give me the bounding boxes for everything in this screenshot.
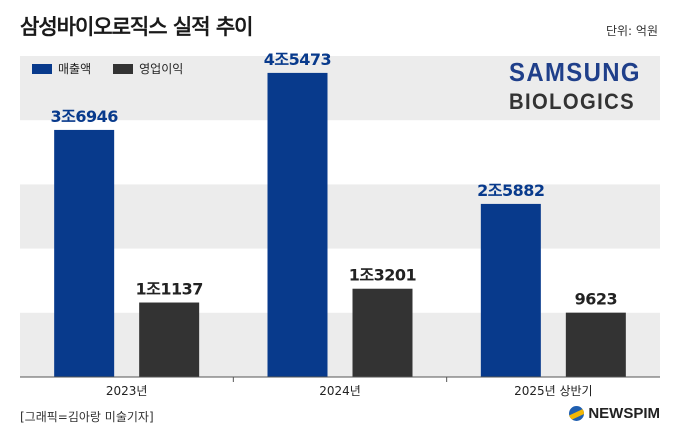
x-tick-label-2: 2025년 상반기 <box>514 384 593 398</box>
legend-label-operating-profit: 영업이익 <box>139 62 184 76</box>
grid-band <box>20 312 660 377</box>
logo-line-1: SAMSUNG <box>509 57 641 87</box>
bar-operating-profit-0 <box>139 302 200 377</box>
x-tick-label-1: 2024년 <box>319 384 361 398</box>
bar-operating-profit-1 <box>352 288 413 377</box>
data-label-revenue-0: 3조6946 <box>50 107 118 126</box>
data-label-revenue-1: 4조5473 <box>264 50 331 69</box>
data-label-operating-profit-2: 9623 <box>575 290 618 309</box>
bar-revenue-2 <box>480 203 541 377</box>
newspim-logo-icon <box>569 406 585 421</box>
unit-label: 단위: 억원 <box>605 24 658 38</box>
bar-revenue-1 <box>267 72 328 377</box>
data-label-operating-profit-1: 1조3201 <box>349 266 417 285</box>
newspim-brand-text: NEWSPIM <box>588 405 660 422</box>
grid-band <box>20 184 660 249</box>
logo-line-2: BIOLOGICS <box>509 89 635 114</box>
legend-swatch-operating-profit <box>113 63 134 74</box>
legend-swatch-revenue <box>32 63 52 74</box>
graphic-credit: [그래픽=김아랑 미술기자] <box>20 410 154 424</box>
bar-operating-profit-2 <box>565 312 626 377</box>
legend: 매출액 영업이익 <box>32 60 205 77</box>
data-label-operating-profit-0: 1조1137 <box>135 280 202 299</box>
newspim-brand: NEWSPIM <box>569 405 660 422</box>
legend-label-revenue: 매출액 <box>58 62 92 76</box>
legend-item-operating-profit: 영업이익 <box>113 60 183 77</box>
bar-revenue-0 <box>54 129 115 377</box>
samsung-biologics-logo: SAMSUNG BIOLOGICS <box>509 58 651 115</box>
x-tick-label-0: 2023년 <box>106 384 148 398</box>
data-label-revenue-2: 2조5882 <box>477 181 544 200</box>
legend-item-revenue: 매출액 <box>32 60 91 77</box>
page-title: 삼성바이오로직스 실적 추이 <box>20 15 253 39</box>
